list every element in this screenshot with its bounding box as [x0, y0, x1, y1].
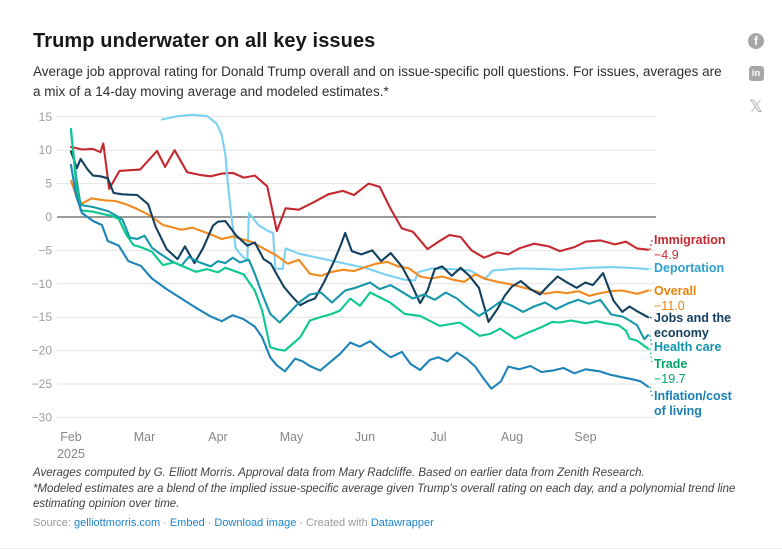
legend-label-jobs-and-the-economy: Jobs and the	[654, 311, 732, 325]
legend-label-immigration: Immigration	[654, 233, 726, 247]
series-line-inflation-cost-of-living	[69, 163, 650, 390]
x-axis-month-label: Jun	[355, 430, 375, 444]
x-axis-month-label: May	[280, 430, 304, 444]
download-image-link[interactable]: Download image	[214, 517, 297, 529]
legend-value: −19.7	[654, 372, 686, 386]
source-line: Source: gelliottmorris.com · Embed · Downloa…	[33, 517, 434, 529]
y-axis-tick-label: −15	[32, 310, 53, 324]
y-axis-tick-label: 0	[45, 210, 52, 224]
share-toolbar: f in 𝕏	[746, 33, 766, 115]
created-with-label: Created with	[305, 517, 368, 529]
x-axis-month-label: Jul	[431, 430, 447, 444]
legend-label-deportation: Deportation	[654, 261, 725, 275]
legend-connector	[649, 348, 653, 365]
series-line-health-care	[69, 130, 650, 341]
legend-label-jobs-and-the-economy: economy	[654, 326, 709, 340]
y-axis-tick-label: −20	[32, 344, 53, 358]
series-line-jobs-and-the-economy	[69, 150, 650, 323]
x-twitter-share-icon[interactable]: 𝕏	[749, 97, 763, 116]
series-line-deportation	[161, 113, 650, 282]
series-line-trade	[69, 127, 650, 352]
legend-label-overall: Overall	[654, 284, 697, 298]
x-axis-year-label: 2025	[57, 447, 85, 461]
legend-value: −11.0	[654, 299, 685, 313]
note-line-1: Averages computed by G. Elliott Morris. …	[33, 467, 645, 479]
legend-label-inflation-cost-of-living: Inflation/cost	[654, 389, 732, 403]
embed-link[interactable]: Embed	[169, 517, 205, 529]
chart-subtitle: Average job approval rating for Donald T…	[33, 64, 722, 99]
datawrapper-link[interactable]: Datawrapper	[370, 517, 434, 529]
source-label: Source:	[33, 517, 71, 529]
source-link[interactable]: gelliottmorris.com	[73, 517, 161, 529]
x-axis-month-label: Aug	[501, 430, 523, 444]
chart-notes: Averages computed by G. Elliott Morris. …	[33, 466, 773, 513]
x-axis-month-label: Feb	[60, 430, 82, 444]
linkedin-share-icon[interactable]: in	[748, 66, 764, 81]
y-axis-tick-label: −5	[38, 243, 52, 257]
y-axis-tick-label: −25	[32, 377, 53, 391]
legend-label-trade: Trade	[654, 357, 688, 371]
y-axis-tick-label: 5	[45, 177, 52, 191]
legend-label-inflation-cost-of-living: of living	[654, 404, 702, 418]
y-axis-tick-label: 10	[39, 143, 53, 157]
x-axis-month-label: Apr	[208, 430, 227, 444]
legend-connector	[649, 335, 653, 348]
note-line-2: *Modeled estimates are a blend of the im…	[33, 482, 736, 511]
legend-connector	[649, 316, 653, 319]
y-axis-tick-label: −30	[32, 410, 53, 424]
x-axis-month-label: Sep	[574, 430, 596, 444]
y-axis-tick-label: 15	[39, 110, 53, 124]
page-title: Trump underwater on all key issues	[33, 30, 376, 52]
legend-connector	[649, 289, 653, 292]
facebook-share-icon[interactable]: f	[748, 33, 764, 49]
legend-connector	[649, 239, 653, 250]
legend-connector	[649, 267, 653, 270]
legend-value: −4.9	[654, 248, 679, 262]
legend-connector	[649, 386, 653, 397]
series-line-immigration	[69, 142, 650, 259]
legend-label-health-care: Health care	[654, 340, 722, 354]
x-axis-month-label: Mar	[134, 430, 156, 444]
y-axis-tick-label: −10	[32, 277, 53, 291]
series-line-overall	[69, 179, 650, 297]
